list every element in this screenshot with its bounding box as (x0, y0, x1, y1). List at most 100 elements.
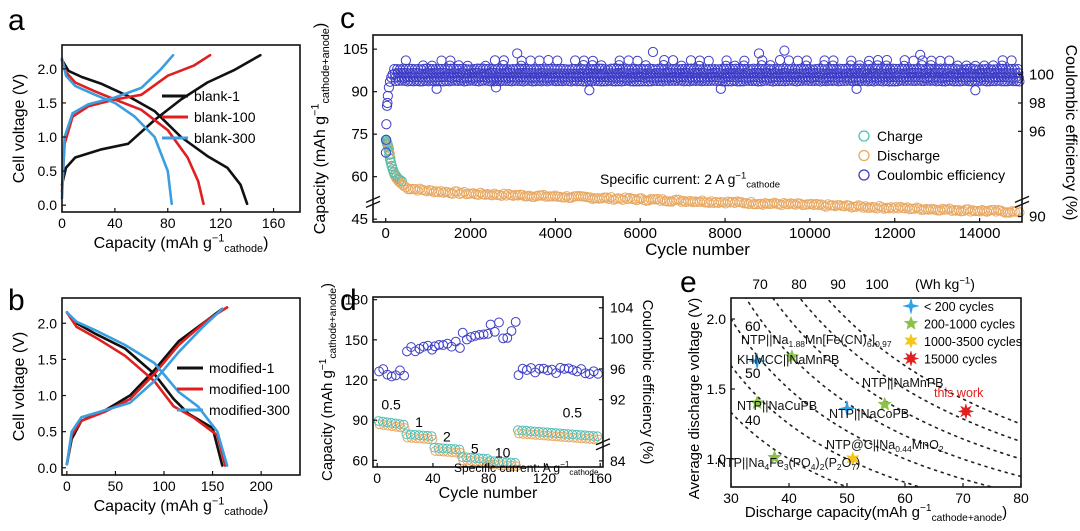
discharge-point (507, 461, 517, 471)
ce-point (512, 48, 523, 59)
x-tick-label: 50 (108, 478, 124, 494)
x-tick-label: 100 (152, 478, 176, 494)
ce-point (380, 147, 392, 158)
ce-point (436, 55, 447, 66)
data-marker (784, 349, 800, 364)
annotation: Specific current: 2 A g−1cathode (600, 170, 780, 190)
discharge-point (589, 434, 600, 445)
ce-point (694, 55, 705, 66)
ce-point (827, 60, 838, 71)
y2-tick-label: 96 (1029, 123, 1046, 140)
discharge-point (671, 194, 682, 205)
axis-break (595, 443, 611, 451)
series-curve (65, 306, 229, 466)
ce-point (418, 341, 429, 352)
y-tick-label: 90 (351, 84, 368, 101)
axis-break (1014, 200, 1030, 208)
y2-tick-label: 96 (610, 361, 626, 377)
ce-point (881, 60, 892, 71)
rate-label: 2 (443, 429, 451, 445)
ce-point (480, 60, 491, 71)
ce-point (703, 55, 714, 66)
ce-point (997, 60, 1008, 71)
ce-point (640, 60, 651, 71)
y-axis-title: Cell voltage (V) (11, 74, 28, 183)
y-tick-label: 1.5 (38, 351, 58, 367)
x-tick-label: 4000 (539, 225, 572, 242)
left-energy-label: 50 (745, 365, 761, 381)
x-tick-label: 80 (1013, 490, 1029, 506)
rate-label: 5 (471, 441, 479, 457)
discharge-point (399, 423, 410, 433)
top-energy-label: 80 (791, 276, 807, 292)
data-marker (767, 449, 782, 464)
ce-point (668, 55, 679, 66)
ce-point (1011, 76, 1022, 87)
axis-break (595, 438, 611, 446)
top-energy-label: 90 (830, 276, 846, 292)
ce-point (738, 60, 749, 71)
ce-point (779, 45, 790, 56)
x-tick-label: 0 (63, 478, 71, 494)
data-marker (838, 400, 856, 417)
point-label: NTP@C||Na0.44MnO2 (826, 438, 944, 454)
x-tick-label: 0 (58, 215, 66, 231)
legend-marker (903, 315, 919, 330)
x-axis-title: Discharge capacity(mAh g−1cathode+anode) (745, 503, 1007, 524)
panel-d: d 0 40 80 120 160 60 90 120 150 180 84 92 96 100 104 Cyc… (318, 283, 656, 502)
ce-point (596, 60, 607, 71)
ce-point (563, 363, 574, 374)
discharge-point (395, 422, 406, 433)
ce-point (899, 60, 910, 71)
panel-label: b (8, 284, 25, 317)
legend-entry: Discharge (877, 148, 940, 164)
plot-frame (372, 34, 1023, 223)
ce-point (489, 55, 501, 66)
y2-tick-label: 100 (610, 330, 634, 346)
legend-entry: < 200 cycles (924, 300, 994, 314)
rate-label: 1 (415, 414, 423, 430)
x-tick-label: 80 (160, 215, 176, 231)
ce-point (381, 134, 392, 145)
y-tick-label: 45 (351, 211, 368, 228)
x-tick-label: 40 (425, 470, 441, 486)
legend-marker (858, 130, 870, 142)
y-tick-label: 1.0 (38, 129, 58, 145)
y-tick-label: 105 (343, 41, 368, 58)
discharge-point (657, 194, 668, 205)
x-tick-label: 160 (589, 470, 613, 486)
x-tick-label: 40 (781, 490, 797, 506)
ce-point (694, 60, 705, 71)
y-tick-label: 150 (345, 332, 369, 348)
panel-label: a (8, 4, 25, 37)
y-tick-label: 0.0 (38, 197, 58, 213)
ce-point (498, 333, 509, 344)
x-tick-label: 70 (955, 490, 971, 506)
panel-label: e (680, 266, 697, 299)
series-curve (65, 311, 229, 467)
y-tick-label: 180 (345, 292, 369, 308)
series-curve (60, 57, 173, 206)
data-marker (877, 396, 893, 411)
legend-entry: blank-100 (194, 109, 256, 125)
legend-entry: modified-1 (209, 360, 275, 376)
x-tick-label: 14000 (959, 225, 1001, 242)
ce-point (400, 55, 411, 66)
legend-entry: Charge (877, 128, 923, 144)
y-tick-label: 60 (352, 452, 368, 468)
x-axis-title: Cycle number (439, 485, 538, 502)
data-marker (957, 403, 975, 420)
ce-point (715, 83, 726, 94)
y-tick-label: 1.5 (38, 95, 58, 111)
ce-point (970, 85, 981, 96)
left-energy-label: 40 (745, 412, 761, 428)
discharge-point (874, 201, 885, 212)
y-tick-label: 60 (351, 169, 368, 186)
y-axis-title: Capacity (mAh g−1cathode+anode) (318, 283, 339, 481)
ce-point (386, 371, 397, 382)
x-tick-label: 80 (481, 470, 497, 486)
ce-point (925, 60, 936, 71)
y-axis-title: Average discharge voltage (V) (686, 298, 703, 500)
rate-label: 0.5 (563, 404, 583, 420)
